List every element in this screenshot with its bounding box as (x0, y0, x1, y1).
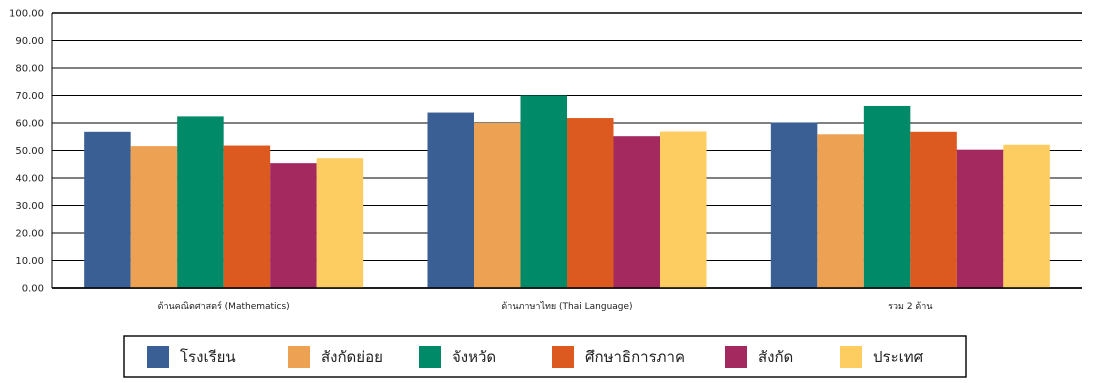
bar-2-5 (613, 136, 660, 288)
legend-box (123, 335, 967, 378)
bar-3-1 (770, 122, 818, 288)
y-tick-label: 30.00 (15, 201, 44, 212)
bar-2-1 (427, 112, 474, 288)
bar-3-2 (817, 134, 864, 288)
x-category-label: รวม 2 ด้าน (888, 301, 932, 312)
x-category-label: ด้านคณิตศาสตร์ (Mathematics) (158, 300, 290, 312)
legend-swatch (288, 346, 310, 368)
bar-2-3 (520, 95, 567, 288)
bar-2-2 (474, 123, 521, 288)
bar-1-1 (84, 131, 131, 288)
bars-layer (84, 95, 1050, 289)
bar-2-4 (567, 118, 614, 288)
x-category-label: ด้านภาษาไทย (Thai Language) (501, 301, 632, 312)
legend-label: สังกัด (758, 348, 793, 366)
bar-1-3 (177, 116, 224, 289)
bar-3-5 (956, 149, 1004, 288)
y-tick-label: 10.00 (15, 256, 44, 267)
legend-label: ศึกษาธิการภาค (585, 348, 685, 366)
y-tick-label: 60.00 (15, 119, 44, 130)
y-tick-label: 40.00 (15, 174, 44, 185)
bar-3-4 (910, 131, 957, 288)
y-tick-label: 50.00 (15, 146, 44, 157)
legend-label: สังกัดย่อย (321, 348, 383, 366)
bar-1-4 (223, 145, 271, 288)
y-tick-label: 80.00 (15, 64, 44, 75)
legend-label: จังหวัด (452, 348, 496, 366)
y-tick-label: 90.00 (15, 36, 44, 47)
legend-swatch (840, 346, 862, 368)
y-tick-label: 0.00 (22, 284, 44, 295)
bar-1-5 (270, 163, 317, 288)
bar-1-6 (316, 158, 364, 288)
y-tick-label: 100.00 (9, 9, 44, 20)
legend-swatch (419, 346, 441, 368)
axis-layer: 0.00 10.00 20.00 30.00 40.00 50.00 60.00 70.00 8… (9, 9, 1082, 312)
y-tick-label: 70.00 (15, 91, 44, 102)
legend-swatch (725, 346, 747, 368)
legend-swatch (552, 346, 574, 368)
y-tick-label: 20.00 (15, 229, 44, 240)
bar-3-3 (863, 105, 911, 288)
bar-2-6 (660, 131, 707, 288)
legend: โรงเรียน สังกัดย่อย จังหวัด ศึกษาธิการภาค สั… (123, 335, 967, 378)
bar-1-2 (130, 146, 178, 288)
legend-label: โรงเรียน (180, 348, 236, 366)
legend-label: ประเทศ (873, 348, 924, 366)
bar-3-6 (1003, 144, 1050, 288)
legend-swatch (147, 346, 169, 368)
